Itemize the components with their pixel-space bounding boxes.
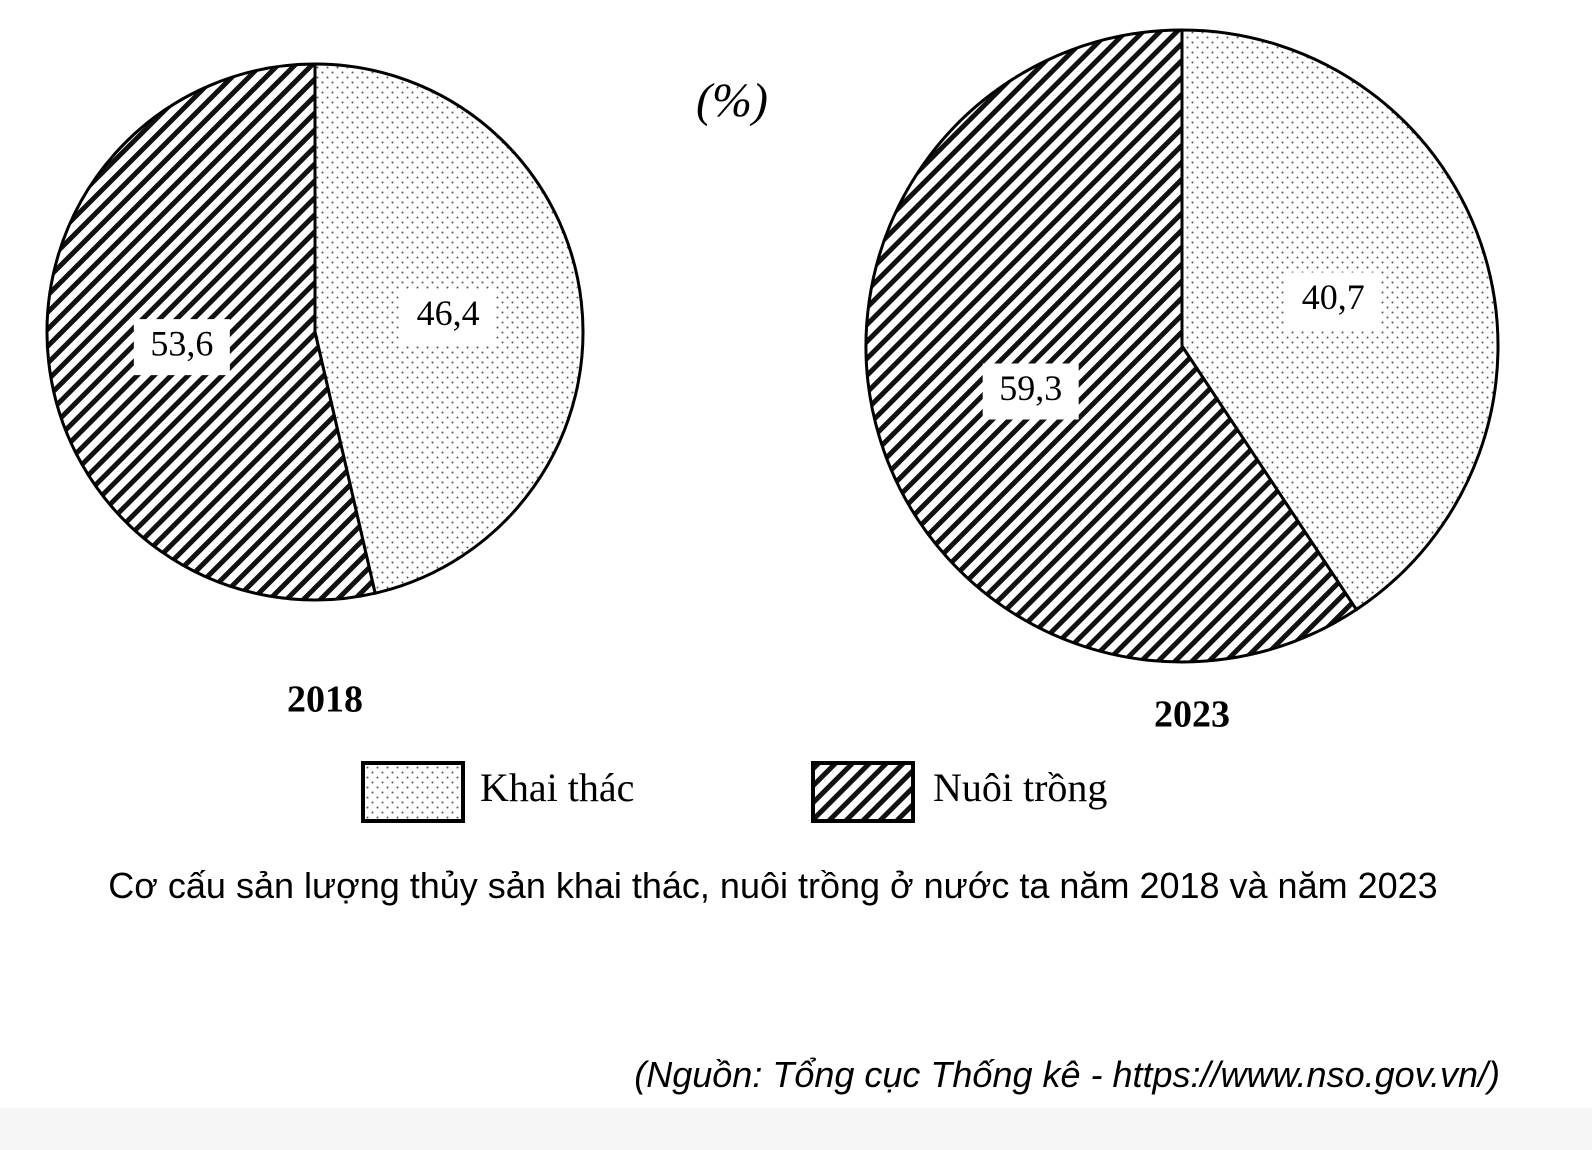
unit-label: (%) — [696, 74, 768, 127]
pie-title: 2023 — [1154, 694, 1230, 736]
caption: Cơ cấu sản lượng thủy sản khai thác, nuô… — [108, 865, 1438, 906]
pie-slice — [864, 28, 1359, 664]
data-label: 40,7 — [1302, 277, 1365, 317]
source: (Nguồn: Tổng cục Thống kê - https://www.… — [634, 1054, 1500, 1095]
data-label: 46,4 — [417, 293, 480, 333]
legend-label: Nuôi trồng — [933, 765, 1107, 810]
legend-swatch — [361, 761, 465, 823]
label-box — [400, 288, 497, 345]
label-box — [133, 319, 230, 376]
chart: (%) 46,4 53,6 2018 40,7 59,3 2023 Khai thác Nuô… — [45, 28, 1500, 823]
legend-label: Khai thác — [480, 765, 634, 810]
pie-title: 2018 — [287, 679, 363, 721]
legend-swatch — [811, 761, 915, 823]
data-label: 59,3 — [999, 368, 1062, 408]
label-box — [1285, 272, 1382, 329]
footer-band — [0, 1108, 1592, 1150]
label-box — [982, 363, 1079, 420]
data-label: 53,6 — [150, 323, 213, 363]
